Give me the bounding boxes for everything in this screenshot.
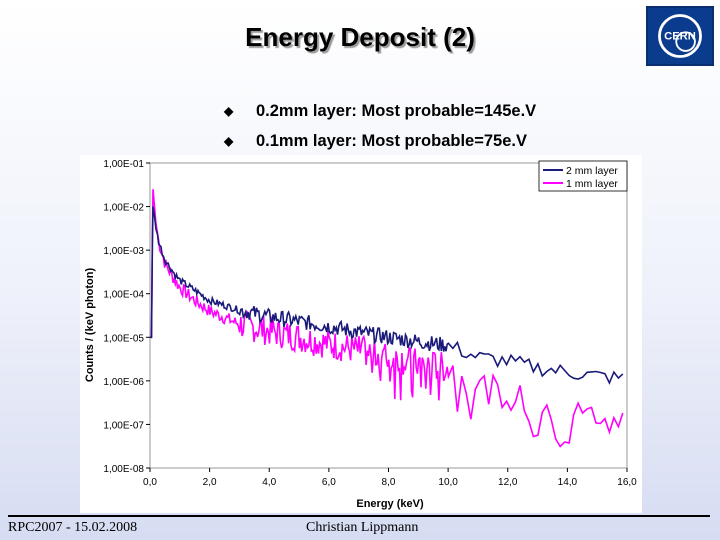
bullet-item: ◆ 0.2mm layer: Most probable=145e.V	[222, 100, 536, 122]
legend-label: 1 mm layer	[566, 178, 618, 190]
legend-label: 2 mm layer	[566, 165, 618, 177]
x-tick-label: 12,0	[498, 477, 518, 488]
series-line-1mm	[150, 189, 624, 448]
x-tick-label: 10,0	[438, 477, 458, 488]
x-tick-label: 6,0	[322, 477, 336, 488]
y-tick-label: 1,00E-04	[103, 290, 144, 301]
bullet-text-2mm: 0.2mm layer: Most probable=145e.V	[256, 101, 537, 120]
x-tick-label: 0,0	[143, 477, 157, 488]
y-tick-label: 1,00E-01	[103, 159, 144, 170]
cern-logo: CERN	[646, 6, 714, 66]
y-tick-label: 1,00E-07	[103, 420, 144, 431]
x-tick-label: 2,0	[203, 477, 217, 488]
footer-author: Christian Lippmann	[306, 520, 419, 535]
energy-chart: 1,00E-01 1,00E-02 1,00E-03 1,00E-04 1,00E-05…	[80, 155, 642, 513]
slide-title: Energy Deposit (2)	[245, 22, 475, 52]
diamond-bullet-icon: ◆	[224, 134, 234, 148]
y-tick-label: 1,00E-03	[103, 246, 144, 257]
x-tick-label: 8,0	[382, 477, 396, 488]
bullet-list: ◆ 0.2mm layer: Most probable=145e.V ◆ 0.…	[222, 100, 536, 160]
bullet-text-1mm: 0.1mm layer: Most probable=75e.V	[256, 131, 527, 150]
x-tick-label: 4,0	[262, 477, 276, 488]
y-tick-label: 1,00E-05	[103, 333, 144, 344]
x-axis-label: Energy (keV)	[356, 498, 424, 510]
y-tick-label: 1,00E-06	[103, 377, 144, 388]
diamond-bullet-icon: ◆	[224, 104, 234, 118]
cern-logo-text: CERN	[664, 31, 696, 43]
footer-divider	[8, 515, 710, 517]
y-axis-label: Counts / (keV photon)	[84, 268, 96, 383]
bullet-item: ◆ 0.1mm layer: Most probable=75e.V	[222, 130, 536, 152]
plot-area	[149, 162, 628, 469]
x-tick-label: 14,0	[558, 477, 578, 488]
y-tick-label: 1,00E-08	[103, 464, 144, 475]
y-tick-label: 1,00E-02	[103, 203, 144, 214]
x-tick-label: 16,0	[617, 477, 637, 488]
series-line-2mm	[150, 206, 624, 385]
footer-date: RPC2007 - 15.02.2008	[8, 520, 138, 535]
